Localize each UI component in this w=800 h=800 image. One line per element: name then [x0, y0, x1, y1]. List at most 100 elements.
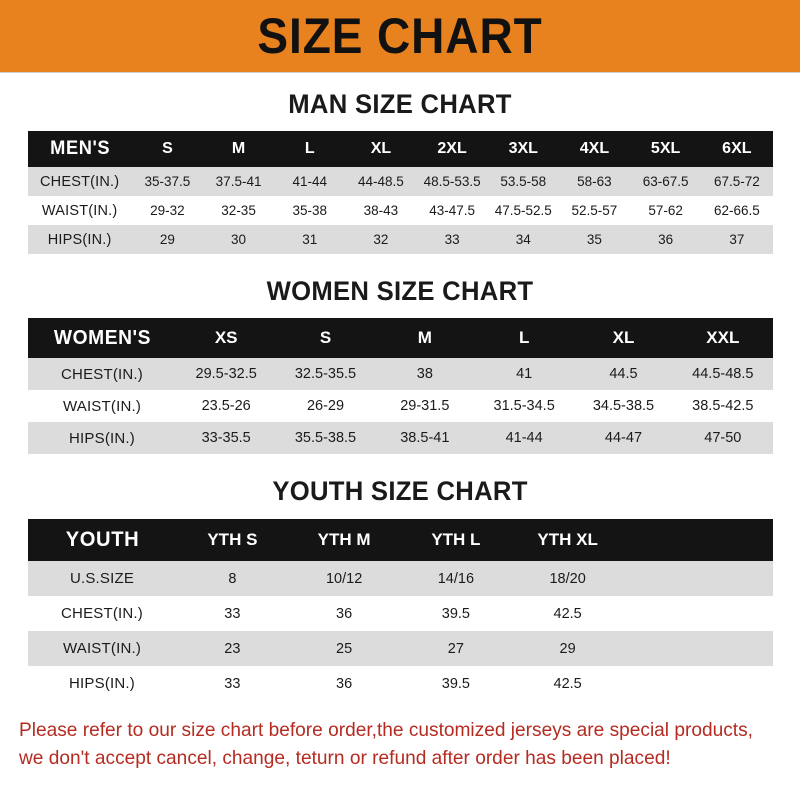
women-waist-0: 23.5-26 [201, 398, 251, 414]
youth-hips-3: 42.5 [553, 675, 582, 692]
youth-hips-0: 33 [224, 675, 241, 692]
women-size-table-wrap: WOMEN'S XS S M L XL XXL CHEST(IN.) 29.5-… [27, 318, 773, 454]
women-size-col-5: XXL [706, 328, 740, 347]
man-chest-6: 58-63 [577, 174, 612, 189]
youth-size-col-0: YTH S [207, 530, 258, 549]
page-banner: SIZE CHART [0, 0, 800, 73]
table-row: WAIST(IN.) 23 25 27 29 [27, 631, 773, 666]
man-size-col-7: 5XL [650, 140, 681, 157]
table-row: HIPS(IN.) 29 30 31 32 33 34 35 36 37 [27, 225, 773, 254]
man-waist-2: 35-38 [292, 203, 327, 218]
youth-row-label-waist: WAIST(IN.) [62, 640, 142, 657]
women-chest-4: 44.5 [609, 366, 638, 382]
table-row: WAIST(IN.) 29-32 32-35 35-38 38-43 43-47… [27, 196, 773, 225]
youth-row-label-ussize: U.S.SIZE [69, 570, 135, 587]
women-size-table: WOMEN'S XS S M L XL XXL CHEST(IN.) 29.5-… [27, 318, 773, 454]
women-waist-4: 34.5-38.5 [592, 398, 655, 414]
man-chest-1: 37.5-41 [215, 174, 262, 189]
women-hips-1: 35.5-38.5 [294, 430, 357, 446]
man-hips-3: 32 [373, 232, 389, 247]
man-waist-1: 32-35 [221, 203, 256, 218]
man-hips-6: 35 [586, 232, 602, 247]
women-row-label-waist: WAIST(IN.) [62, 397, 142, 415]
women-chest-2: 38 [416, 366, 433, 382]
youth-row-filler [624, 666, 773, 701]
youth-waist-0: 23 [224, 640, 241, 657]
women-waist-1: 26-29 [306, 398, 345, 414]
man-size-col-5: 3XL [508, 140, 538, 157]
man-chest-3: 44-48.5 [358, 174, 404, 189]
women-hips-2: 38.5-41 [400, 430, 450, 446]
youth-size-col-3: YTH XL [537, 530, 598, 549]
youth-ussize-3: 18/20 [549, 570, 586, 587]
youth-chest-1: 36 [336, 605, 353, 622]
women-hips-4: 44-47 [604, 430, 643, 446]
youth-table-header-row: YOUTH YTH S YTH M YTH L YTH XL [27, 519, 773, 561]
man-table-header-row: MEN'S S M L XL 2XL 3XL 4XL 5XL 6XL [27, 131, 773, 167]
man-chest-0: 35-37.5 [144, 174, 191, 189]
man-waist-3: 38-43 [363, 203, 399, 218]
man-size-col-4: 2XL [437, 140, 467, 157]
order-policy-note: Please refer to our size chart before or… [19, 717, 766, 772]
women-hips-5: 47-50 [704, 430, 742, 446]
women-header-label: WOMEN'S [53, 326, 151, 349]
women-size-col-4: XL [612, 328, 635, 347]
youth-ussize-1: 10/12 [325, 570, 363, 587]
man-waist-4: 43-47.5 [429, 203, 475, 218]
man-section-title: MAN SIZE CHART [288, 89, 512, 119]
man-chest-5: 53.5-58 [500, 174, 547, 189]
order-policy-note-line-1: Please refer to our size chart before or… [19, 719, 753, 741]
table-row: WAIST(IN.) 23.5-26 26-29 29-31.5 31.5-34… [27, 390, 773, 422]
women-waist-3: 31.5-34.5 [493, 398, 555, 414]
youth-waist-3: 29 [559, 640, 576, 657]
man-header-label: MEN'S [49, 138, 110, 159]
man-hips-7: 36 [658, 232, 674, 247]
youth-hips-1: 36 [336, 675, 353, 692]
man-chest-7: 63-67.5 [642, 174, 689, 189]
man-chest-2: 41-44 [292, 174, 327, 189]
man-size-col-2: L [304, 140, 315, 157]
man-hips-1: 30 [231, 232, 247, 247]
man-waist-8: 62-66.5 [713, 203, 760, 218]
women-waist-5: 38.5-42.5 [692, 398, 754, 414]
youth-section-title: YOUTH SIZE CHART [272, 476, 528, 506]
youth-hips-2: 39.5 [441, 675, 470, 692]
women-hips-3: 41-44 [505, 430, 543, 446]
women-row-label-chest: CHEST(IN.) [61, 365, 143, 383]
man-chest-4: 48.5-53.5 [423, 174, 481, 189]
man-waist-0: 29-32 [150, 203, 185, 218]
youth-size-table: YOUTH YTH S YTH M YTH L YTH XL U.S.SIZE … [27, 519, 773, 701]
table-row: HIPS(IN.) 33-35.5 35.5-38.5 38.5-41 41-4… [27, 422, 773, 454]
man-size-col-1: M [231, 140, 246, 157]
women-chest-3: 41 [516, 366, 533, 382]
table-row: CHEST(IN.) 35-37.5 37.5-41 41-44 44-48.5… [27, 167, 773, 196]
youth-row-label-chest: CHEST(IN.) [61, 605, 143, 622]
women-hips-0: 33-35.5 [201, 430, 251, 446]
women-chest-1: 32.5-35.5 [294, 366, 357, 382]
man-size-table: MEN'S S M L XL 2XL 3XL 4XL 5XL 6XL CHEST… [27, 131, 773, 254]
women-size-col-2: M [417, 328, 432, 347]
women-size-col-3: L [518, 328, 530, 347]
man-chest-8: 67.5-72 [713, 174, 760, 189]
youth-size-table-wrap: YOUTH YTH S YTH M YTH L YTH XL U.S.SIZE … [27, 519, 773, 701]
man-waist-6: 52.5-57 [571, 203, 618, 218]
table-row: CHEST(IN.) 29.5-32.5 32.5-35.5 38 41 44.… [27, 358, 773, 390]
youth-chest-0: 33 [224, 605, 241, 622]
order-policy-note-line-2: we don't accept cancel, change, teturn o… [19, 746, 671, 769]
man-hips-4: 33 [444, 232, 460, 247]
man-size-col-6: 4XL [579, 140, 610, 157]
man-hips-5: 34 [515, 232, 531, 247]
man-row-label-hips: HIPS(IN.) [47, 231, 112, 248]
youth-size-col-2: YTH L [431, 530, 481, 549]
man-row-label-chest: CHEST(IN.) [39, 173, 120, 190]
youth-waist-2: 27 [447, 640, 464, 657]
youth-chest-3: 42.5 [553, 605, 582, 622]
youth-row-filler [624, 631, 773, 666]
women-row-label-hips: HIPS(IN.) [69, 429, 135, 447]
youth-row-filler [624, 596, 773, 631]
man-size-col-8: 6XL [722, 140, 752, 157]
man-size-col-3: XL [370, 140, 392, 157]
women-section-title: WOMEN SIZE CHART [266, 276, 534, 306]
youth-row-label-hips: HIPS(IN.) [69, 675, 135, 692]
